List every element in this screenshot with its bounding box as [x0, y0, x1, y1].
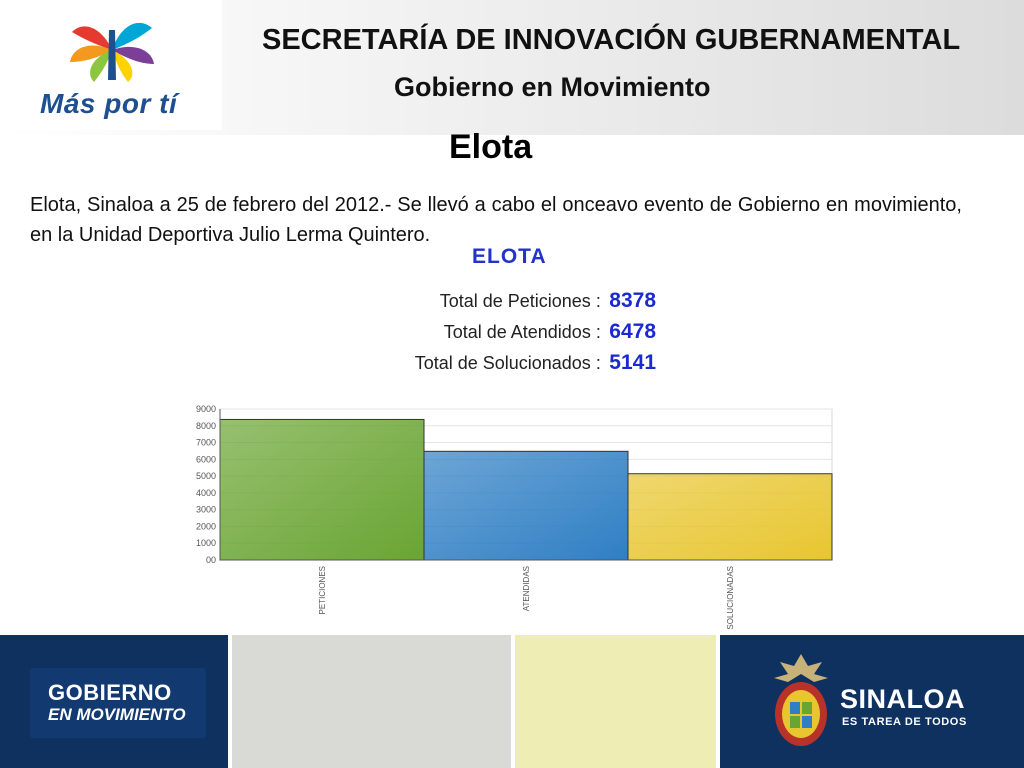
- stat-label: Total de Atendidos :: [443, 322, 601, 342]
- gobierno-logo-line2: EN MOVIMIENTO: [48, 705, 186, 724]
- header-subtitle: Gobierno en Movimiento: [394, 72, 711, 102]
- butterfly-icon: [70, 22, 154, 82]
- y-tick-label: 9000: [196, 404, 216, 414]
- y-tick-label: 3000: [196, 505, 216, 515]
- stat-value: 5141: [609, 351, 656, 374]
- sinaloa-logo-line1: SINALOA: [840, 684, 965, 714]
- bar-peticiones: [219, 418, 425, 561]
- y-tick-label: 00: [206, 555, 216, 565]
- stat-label: Total de Solucionados :: [414, 353, 601, 373]
- y-tick-label: 2000: [196, 521, 216, 531]
- stat-row-atendidos: Total de Atendidos : 6478: [444, 320, 656, 344]
- gobierno-logo-line1: GOBIERNO: [48, 680, 172, 705]
- sinaloa-coat-of-arms-icon: [774, 654, 828, 746]
- footer-panel-navy-right: [720, 635, 1024, 768]
- page-title: Elota: [449, 128, 533, 166]
- event-description: Elota, Sinaloa a 25 de febrero del 2012.…: [30, 194, 962, 246]
- stat-row-peticiones: Total de Peticiones : 8378: [440, 289, 656, 313]
- gobierno-en-movimiento-logo: [30, 668, 206, 738]
- stat-label: Total de Peticiones :: [439, 291, 601, 311]
- y-tick-label: 5000: [196, 471, 216, 481]
- x-tick-label: PETICIONES: [318, 566, 327, 614]
- stat-value: 8378: [609, 289, 656, 312]
- footer-panel-yellow: [515, 635, 716, 768]
- y-tick-label: 7000: [196, 438, 216, 448]
- y-tick-label: 8000: [196, 421, 216, 431]
- bar-chart: 00 1000 2000 3000 4000 5000 6000 7000 8000 9000 PE…: [196, 404, 833, 630]
- y-tick-label: 1000: [196, 538, 216, 548]
- bar-atendidas: [423, 450, 629, 561]
- footer-panel-gray: [232, 635, 511, 768]
- mas-por-ti-logo: Más por tí: [0, 0, 222, 130]
- bar-solucionadas: [627, 473, 833, 561]
- x-tick-label: ATENDIDAS: [522, 566, 531, 611]
- stats-title: ELOTA: [472, 245, 547, 268]
- sinaloa-logo-line2: ES TAREA DE TODOS: [842, 716, 967, 728]
- stat-value: 6478: [609, 320, 656, 343]
- header-title: SECRETARÍA DE INNOVACIÓN GUBERNAMENTAL: [262, 24, 961, 56]
- logo-text: Más por tí: [40, 88, 178, 119]
- stat-row-solucionados: Total de Solucionados : 5141: [415, 351, 656, 375]
- x-tick-label: SOLUCIONADAS: [726, 566, 735, 630]
- y-tick-label: 4000: [196, 488, 216, 498]
- y-tick-label: 6000: [196, 454, 216, 464]
